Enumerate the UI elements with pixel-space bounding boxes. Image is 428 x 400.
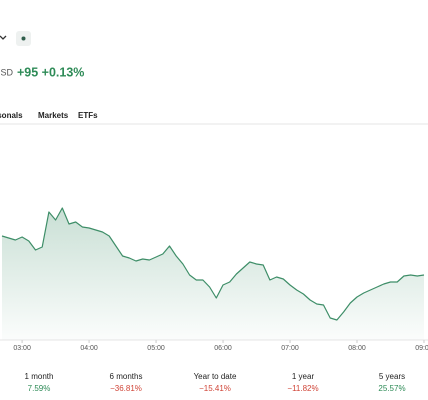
stat-label: Year to date	[194, 372, 237, 381]
tab[interactable]: Seasonals	[0, 111, 23, 120]
period-stats: 1 month 7.59% 6 months −36.81% Year to date −…	[25, 372, 406, 393]
x-tick-label: 04:00	[80, 345, 98, 352]
chart: 03:00 04:00 05:00 06:00 07:00 08:00 09:00	[0, 207, 428, 352]
currency: USD	[0, 67, 14, 77]
price-change: +95 +0.13%	[17, 65, 84, 79]
tab[interactable]: Markets	[38, 111, 69, 120]
price-line	[1, 207, 425, 321]
tab[interactable]: ETFs	[78, 111, 98, 120]
stat-value: 7.59%	[28, 384, 51, 393]
stat-value: −11.82%	[287, 384, 318, 393]
stat-value: 25.57%	[378, 384, 405, 393]
x-tick-label: 06:00	[214, 345, 232, 352]
x-tick-label: 09:00	[415, 345, 428, 352]
stat-label: 1 month	[25, 372, 54, 381]
stat-value: −36.81%	[110, 384, 142, 393]
stat-label: 5 years	[379, 372, 405, 381]
x-tick-label: 08:00	[348, 345, 366, 352]
x-tick-label: 05:00	[147, 345, 165, 352]
toggle-dot	[21, 36, 26, 41]
area	[2, 208, 424, 340]
stat-value: −15.41%	[199, 384, 231, 393]
x-tick-label: 03:00	[13, 345, 31, 352]
dropdown-chevron[interactable]	[0, 35, 7, 40]
stat-label: 6 months	[110, 372, 143, 381]
x-tick-label: 07:00	[281, 345, 299, 352]
stat-label: 1 year	[292, 372, 315, 381]
